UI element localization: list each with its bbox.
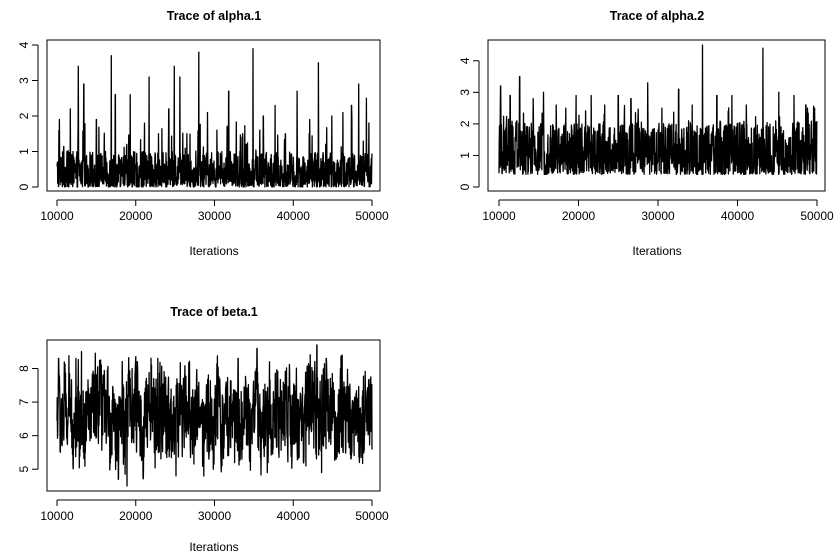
- y-tick-label: 3: [17, 77, 31, 84]
- x-axis-label: Iterations: [189, 540, 238, 554]
- y-tick-label: 0: [458, 183, 472, 190]
- y-tick-label: 4: [458, 57, 472, 64]
- trace-line: [56, 47, 373, 188]
- chart-title: Trace of alpha.2: [610, 9, 705, 23]
- y-tick-label: 5: [17, 466, 31, 473]
- trace-panel-alpha-2: Trace of alpha.2 Iterations 10000 20000 30…: [458, 9, 834, 258]
- x-tick-label: 40000: [721, 209, 755, 223]
- trace-line: [498, 44, 818, 176]
- y-tick-label: 6: [17, 432, 31, 439]
- y-tick-label: 1: [17, 148, 31, 155]
- chart-title: Trace of beta.1: [170, 305, 258, 319]
- x-axis-label: Iterations: [632, 244, 681, 258]
- x-tick-label: 50000: [800, 209, 834, 223]
- x-axis-label: Iterations: [189, 244, 238, 258]
- trace-panel-alpha-1: Trace of alpha.1 Iterations 10000 20000 30…: [17, 9, 389, 258]
- trace-line: [56, 344, 373, 487]
- x-tick-label: 50000: [355, 209, 389, 223]
- y-tick-label: 7: [17, 398, 31, 405]
- x-tick-label: 30000: [198, 209, 232, 223]
- x-tick-label: 40000: [277, 509, 311, 523]
- chart-title: Trace of alpha.1: [167, 9, 262, 23]
- x-tick-label: 40000: [277, 209, 311, 223]
- y-tick-label: 2: [17, 112, 31, 119]
- x-tick-label: 10000: [40, 209, 74, 223]
- x-tick-label: 20000: [119, 509, 153, 523]
- trace-panel-beta-1: Trace of beta.1 Iterations 10000 20000 300…: [17, 305, 389, 554]
- plot-frame: [46, 39, 381, 192]
- x-tick-label: 10000: [482, 209, 516, 223]
- x-tick-label: 50000: [355, 509, 389, 523]
- plot-frame: [487, 39, 826, 192]
- y-tick-label: 2: [458, 120, 472, 127]
- y-tick-label: 3: [458, 89, 472, 96]
- x-tick-label: 20000: [119, 209, 153, 223]
- y-tick-label: 8: [17, 365, 31, 372]
- x-tick-label: 20000: [562, 209, 596, 223]
- x-tick-label: 30000: [641, 209, 675, 223]
- y-tick-label: 4: [17, 41, 31, 48]
- x-tick-label: 30000: [198, 509, 232, 523]
- plot-frame: [46, 339, 381, 492]
- y-tick-label: 1: [458, 152, 472, 159]
- y-tick-label: 0: [17, 183, 31, 190]
- x-tick-label: 10000: [40, 509, 74, 523]
